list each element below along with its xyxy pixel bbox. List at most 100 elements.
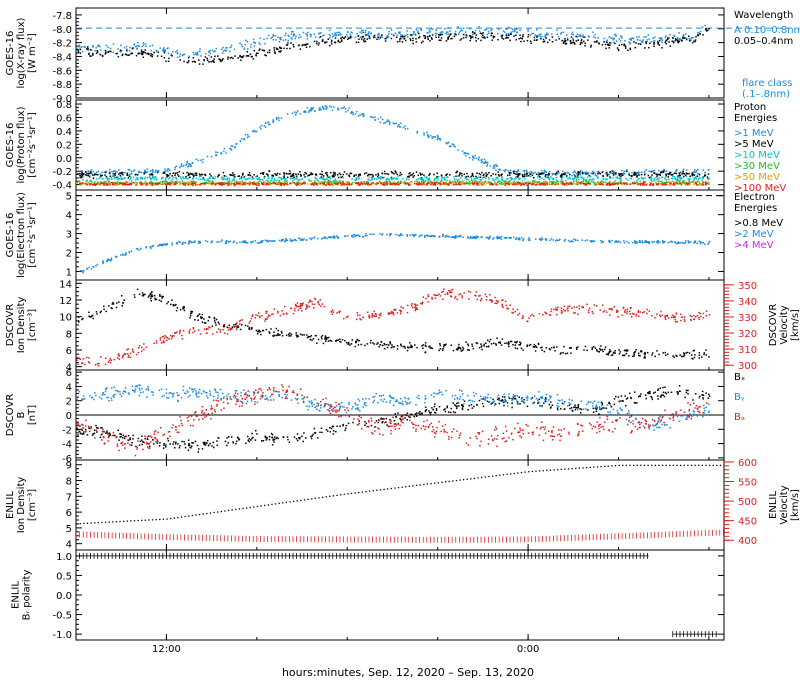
data-point	[374, 36, 377, 39]
data-point	[426, 234, 428, 236]
data-point	[185, 164, 187, 166]
data-point	[372, 175, 375, 177]
data-point	[408, 176, 410, 178]
data-point	[424, 235, 426, 237]
data-point	[505, 181, 508, 183]
data-point	[243, 182, 245, 184]
data-point	[339, 180, 341, 183]
data-point	[572, 183, 574, 185]
data-point	[140, 171, 142, 174]
data-point	[133, 169, 136, 171]
data-point	[571, 178, 574, 181]
data-point	[256, 183, 259, 186]
data-point	[242, 172, 244, 175]
data-point	[247, 174, 249, 176]
data-point	[525, 173, 528, 175]
data-point	[520, 236, 523, 239]
data-point	[82, 271, 84, 274]
data-point	[166, 174, 169, 176]
data-point	[372, 183, 375, 185]
data-point	[208, 50, 210, 53]
data-point	[108, 180, 110, 183]
data-point	[154, 176, 156, 178]
data-point	[220, 60, 222, 63]
data-point	[445, 174, 447, 176]
data-point	[558, 239, 560, 242]
data-point	[140, 49, 143, 51]
data-point	[357, 175, 360, 177]
data-point	[341, 183, 344, 186]
data-point	[367, 178, 369, 181]
data-point	[558, 172, 560, 174]
data-point	[331, 109, 334, 112]
data-point	[575, 181, 578, 184]
data-point	[423, 176, 426, 178]
y-tick-label: 4	[66, 211, 72, 222]
data-point	[260, 240, 263, 242]
data-point	[129, 175, 132, 178]
data-point	[521, 174, 524, 176]
data-point	[103, 180, 105, 183]
data-point	[183, 53, 186, 55]
data-point	[125, 183, 128, 186]
data-point	[661, 37, 663, 40]
data-point	[466, 236, 469, 238]
data-point	[526, 39, 529, 42]
data-point	[434, 177, 436, 180]
data-point	[223, 150, 225, 153]
data-point	[292, 181, 294, 183]
data-point	[267, 240, 270, 243]
data-point	[563, 184, 566, 186]
data-point	[123, 46, 126, 49]
data-point	[152, 177, 155, 179]
data-point	[363, 172, 366, 175]
data-point	[642, 241, 644, 244]
data-point	[160, 183, 162, 185]
data-point	[192, 180, 194, 182]
data-point	[367, 32, 370, 34]
data-point	[192, 177, 195, 179]
data-point	[498, 182, 501, 184]
data-point	[360, 38, 363, 40]
data-point	[548, 181, 551, 184]
data-point	[667, 241, 670, 244]
data-point	[126, 172, 129, 175]
data-point	[151, 55, 153, 58]
data-point	[144, 43, 147, 45]
data-point	[161, 244, 164, 247]
data-point	[330, 182, 332, 185]
data-point	[544, 34, 547, 36]
data-point	[442, 177, 444, 179]
data-point	[136, 47, 138, 50]
data-point	[653, 45, 655, 48]
data-point	[188, 163, 191, 166]
data-point	[274, 34, 277, 37]
data-point	[643, 181, 646, 184]
data-point	[455, 234, 457, 237]
data-point	[109, 47, 112, 50]
data-point	[620, 43, 623, 46]
data-point	[702, 182, 705, 184]
data-point	[420, 177, 423, 179]
data-point	[155, 183, 157, 185]
data-point	[313, 180, 316, 182]
data-point	[101, 171, 103, 174]
data-point	[349, 35, 352, 38]
data-point	[306, 175, 309, 178]
data-point	[166, 168, 169, 170]
data-point	[388, 30, 391, 33]
data-point	[704, 24, 706, 27]
data-point	[501, 176, 503, 178]
data-point	[438, 182, 440, 185]
data-point	[596, 181, 599, 184]
data-point	[359, 173, 361, 175]
data-point	[327, 38, 329, 40]
data-point	[566, 175, 568, 177]
data-point	[366, 234, 368, 237]
data-point	[540, 172, 543, 175]
data-point	[289, 47, 291, 50]
data-point	[534, 238, 537, 240]
data-point	[162, 48, 165, 50]
data-point	[334, 237, 336, 239]
data-point	[273, 240, 276, 242]
